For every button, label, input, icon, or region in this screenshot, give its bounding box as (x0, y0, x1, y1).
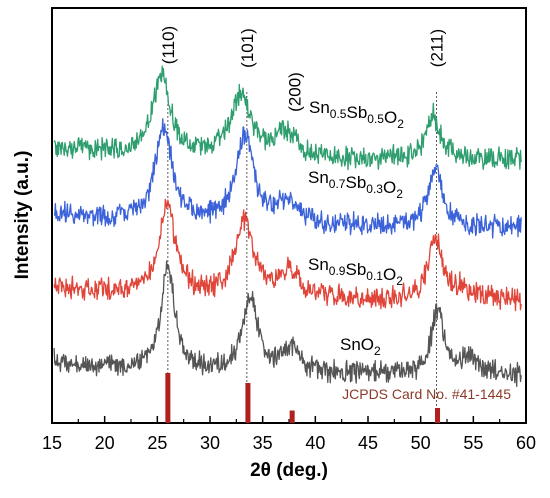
peak-label: (211) (427, 29, 446, 67)
series-line (53, 118, 522, 239)
x-tick-label: 25 (147, 433, 167, 453)
reference-bars (165, 373, 441, 423)
peak-label: (110) (159, 26, 178, 64)
series-line (53, 65, 522, 171)
x-tick-label: 50 (411, 433, 431, 453)
y-axis-title: Intensity (a.u.) (12, 151, 33, 280)
reference-bar (165, 373, 171, 423)
series-line (53, 198, 522, 312)
x-tick-label: 55 (463, 433, 483, 453)
x-tick-label: 15 (42, 433, 62, 453)
peak-label: (101) (238, 28, 257, 68)
peak-markers (167, 92, 437, 423)
series-label: SnO2 (340, 335, 381, 358)
x-tick-label: 60 (516, 433, 536, 453)
reference-bar (435, 408, 441, 423)
peak-label: (200) (285, 72, 304, 112)
x-tick-label: 35 (253, 433, 273, 453)
reference-bar (289, 410, 295, 423)
peak-labels: (110) (101) (200) (211) (159, 26, 447, 112)
series-line (53, 260, 522, 387)
x-tick-labels: 15 20 25 30 35 40 45 50 55 60 (42, 433, 536, 453)
series-label: Sn0.5Sb0.5O2 (309, 98, 404, 131)
reference-label: JCPDS Card No. #41-1445 (342, 386, 511, 402)
series-lines (53, 65, 522, 387)
x-tick-label: 40 (305, 433, 325, 453)
x-tick-label: 30 (200, 433, 220, 453)
series-label: Sn0.9Sb0.1O2 (308, 255, 403, 288)
series-labels: SnO2 Sn0.9Sb0.1O2 Sn0.7Sb0.3O2 Sn0.5Sb0.5O2 (308, 98, 404, 358)
x-tick-label: 20 (95, 433, 115, 453)
series-label: Sn0.7Sb0.3O2 (308, 168, 403, 201)
reference-bar (245, 383, 251, 423)
x-ticks (51, 416, 527, 423)
x-tick-label: 45 (358, 433, 378, 453)
x-axis-title: 2θ (deg.) (250, 460, 328, 481)
